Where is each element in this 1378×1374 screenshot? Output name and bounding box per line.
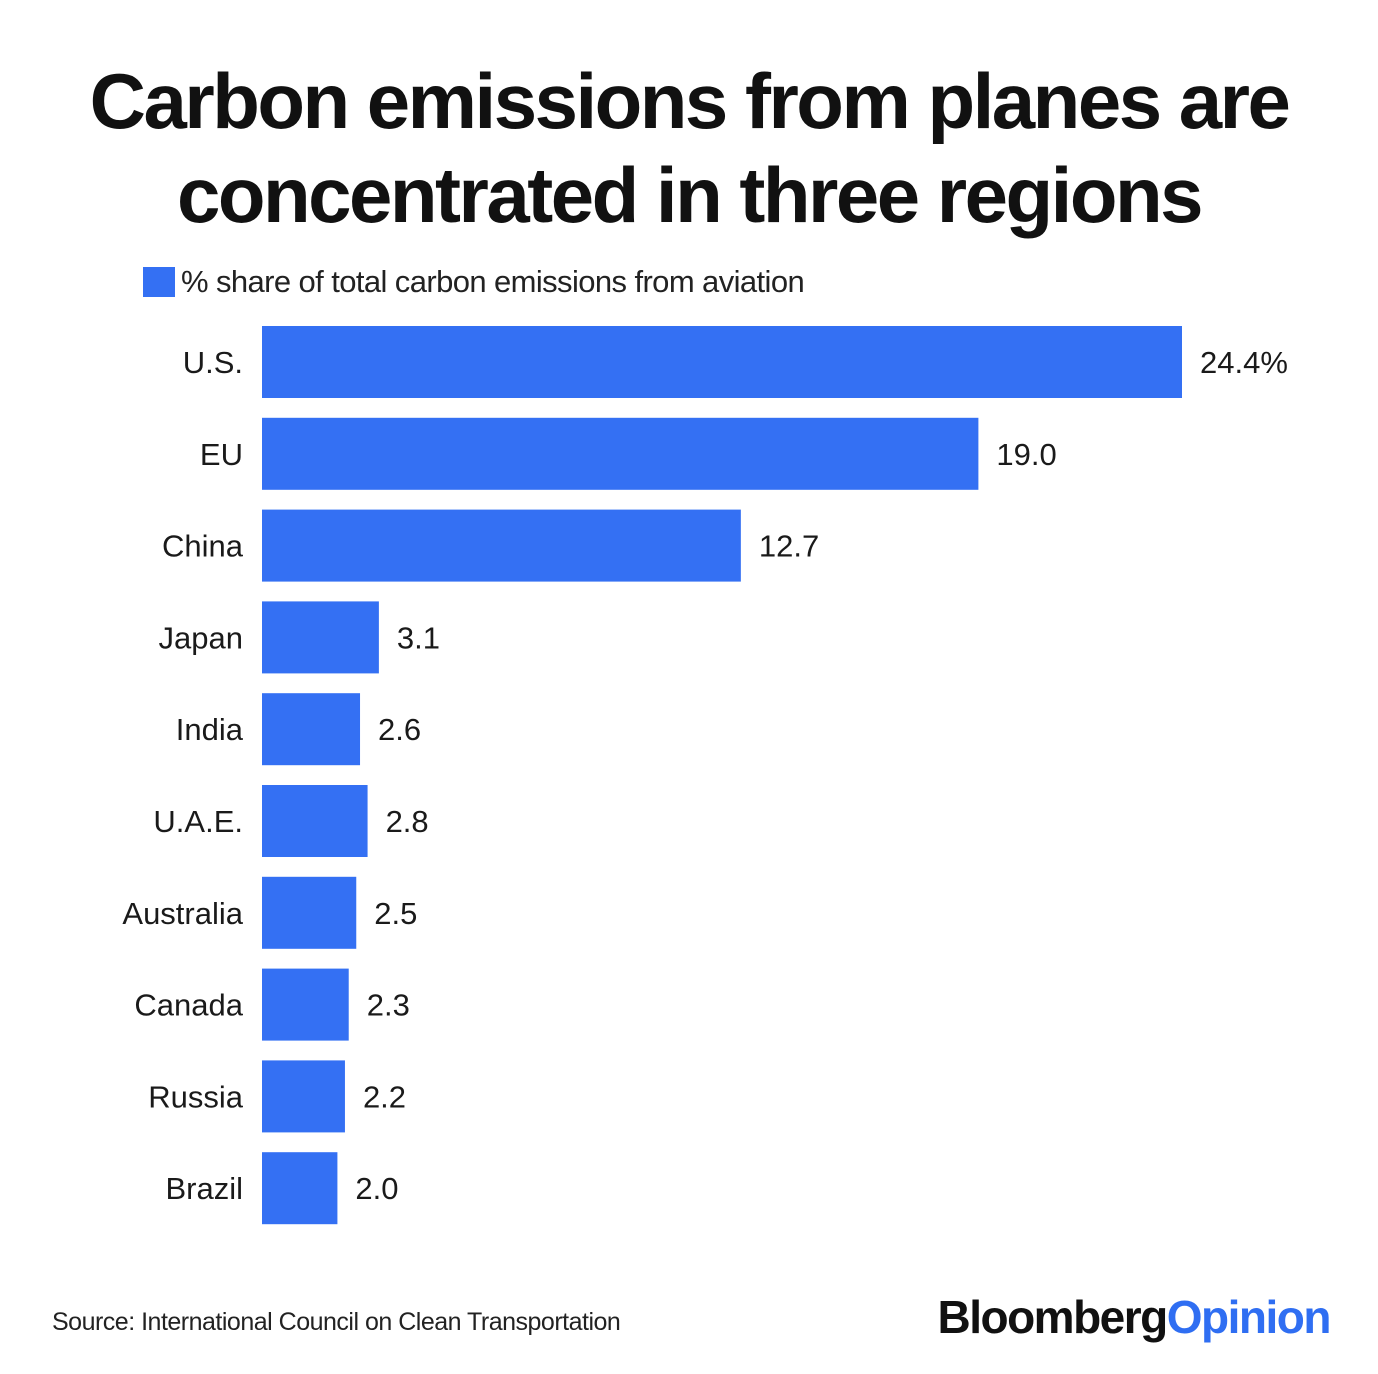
legend: % share of total carbon emissions from a… (143, 264, 805, 300)
category-label: Australia (122, 896, 243, 931)
value-label: 12.7 (759, 529, 819, 564)
value-label: 2.6 (378, 712, 421, 747)
category-label: Russia (148, 1079, 244, 1114)
category-label: Brazil (165, 1171, 243, 1206)
value-label: 3.1 (397, 620, 440, 655)
value-label: 2.8 (386, 804, 429, 839)
category-label: EU (200, 437, 243, 472)
brand-logo-part-2: Opinion (1166, 1291, 1332, 1343)
bar-india (262, 693, 361, 766)
legend-swatch (143, 267, 175, 297)
brand-logo-part-1: Bloomberg (937, 1291, 1168, 1343)
bar-brazil (262, 1152, 338, 1225)
bar-u-a-e (262, 785, 368, 857)
value-label: 2.5 (374, 896, 417, 931)
value-label: 2.2 (363, 1079, 406, 1114)
category-label: China (162, 529, 244, 564)
value-label: 2.0 (355, 1171, 398, 1206)
category-label: U.A.E. (153, 804, 243, 839)
source-note: Source: International Council on Clean T… (52, 1308, 621, 1336)
category-label: Japan (159, 620, 243, 655)
bar-u-s (262, 326, 1182, 398)
category-label: Canada (134, 988, 243, 1023)
chart-title-line-2: concentrated in three regions (176, 151, 1204, 239)
value-label: 24.4% (1200, 345, 1288, 380)
category-label: India (176, 712, 244, 747)
value-label: 2.3 (367, 988, 410, 1023)
bar-australia (262, 876, 357, 949)
value-label: 19.0 (996, 437, 1056, 472)
bar-china (262, 509, 741, 582)
chart-title: Carbon emissions from planes are concent… (0, 54, 1378, 242)
brand-logo: BloombergOpinion (937, 1290, 1332, 1344)
bar-russia (262, 1060, 345, 1133)
category-label: U.S. (183, 345, 243, 380)
legend-label: % share of total carbon emissions from a… (181, 264, 805, 299)
bar-canada (262, 968, 349, 1041)
bar-japan (262, 601, 379, 674)
bar-eu (262, 417, 979, 490)
chart-title-line-1: Carbon emissions from planes are (89, 57, 1291, 145)
